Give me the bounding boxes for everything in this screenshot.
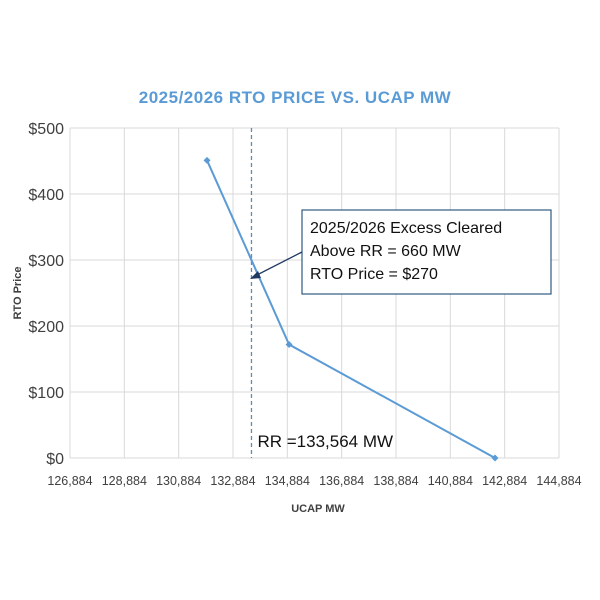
chart-title: 2025/2026 RTO PRICE VS. UCAP MW (139, 88, 452, 107)
x-tick-label: 142,884 (482, 474, 527, 488)
annotation-arrow (252, 251, 303, 278)
x-tick-label: 132,884 (210, 474, 255, 488)
y-tick-label: $100 (28, 385, 64, 402)
y-tick-label: $200 (28, 319, 64, 336)
y-tick-labels: $0 $100 $200 $300 $400 $500 (28, 121, 64, 468)
annotation-box (301, 209, 552, 295)
annotation-line-1: 2025/2026 Excess Cleared (310, 220, 502, 237)
x-tick-label: 128,884 (102, 474, 147, 488)
x-tick-label: 126,884 (47, 474, 92, 488)
reference-line-group: RR =133,564 MW (250, 128, 393, 458)
annotation-line-2: Above RR = 660 MW (310, 243, 462, 260)
annotation-line-3: RTO Price = $270 (310, 266, 438, 283)
annotation-arrowhead (250, 271, 261, 279)
y-tick-label: $0 (46, 451, 64, 468)
y-tick-label: $300 (28, 253, 64, 270)
x-tick-label: 134,884 (265, 474, 310, 488)
y-tick-label: $400 (28, 187, 64, 204)
annotation-group: 2025/2026 Excess Cleared Above RR = 660 … (250, 209, 552, 295)
y-axis-label: RTO Price (12, 267, 24, 320)
x-axis-label: UCAP MW (291, 503, 345, 515)
y-tick-label: $500 (28, 121, 64, 138)
x-tick-label: 138,884 (373, 474, 418, 488)
data-point (285, 340, 293, 348)
reference-line-label: RR =133,564 MW (257, 432, 393, 451)
x-tick-label: 140,884 (428, 474, 473, 488)
data-point (203, 156, 211, 164)
x-tick-label: 136,884 (319, 474, 364, 488)
x-tick-label: 144,884 (536, 474, 581, 488)
series-group (203, 156, 499, 462)
data-point (491, 454, 499, 462)
x-tick-label: 130,884 (156, 474, 201, 488)
x-tick-labels: 126,884 128,884 130,884 132,884 134,884 136,8… (47, 474, 581, 488)
